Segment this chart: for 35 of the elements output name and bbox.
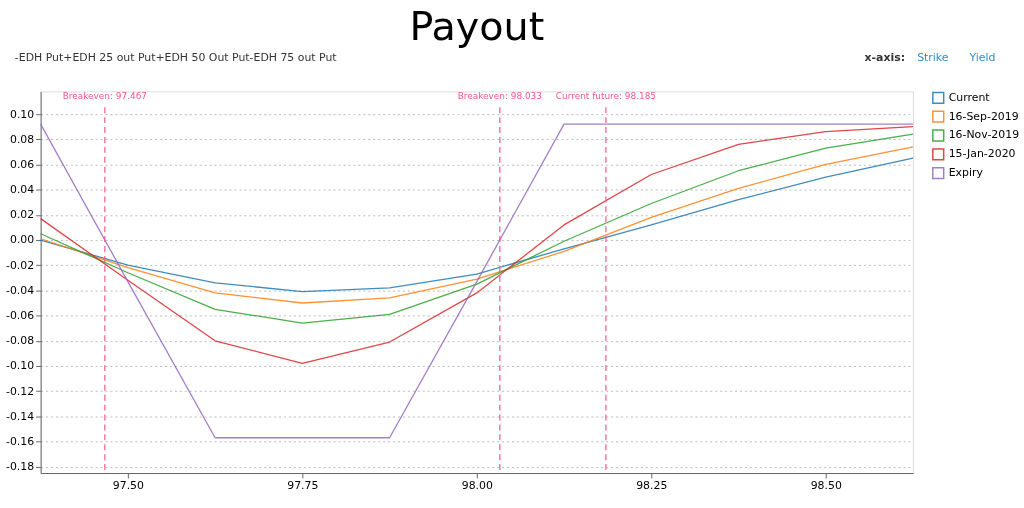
y-tick-label: 0.04 — [9, 183, 35, 197]
ref-line-label: Breakeven: 97.467 — [62, 91, 147, 102]
text: -EDH Put+EDH 25 out Put+EDH 50 Out Put-EDH 75 out Put — [14, 50, 338, 64]
legend-label: 16-Nov-2019 — [948, 128, 1020, 142]
y-tick-label: -0.16 — [6, 435, 35, 449]
y-tick-label: -0.06 — [6, 309, 35, 323]
legend-label: Expiry — [948, 166, 984, 180]
text: Yield — [968, 50, 996, 64]
x-tick-label: 98.00 — [461, 479, 493, 493]
legend-label: 16-Sep-2019 — [948, 109, 1019, 123]
legend-label: Current — [948, 90, 991, 104]
line-series — [39, 126, 914, 365]
y-tick-label: 0.02 — [9, 208, 35, 222]
x-tick-label: 98.50 — [810, 479, 842, 493]
y-tick-label: 0.00 — [9, 233, 35, 247]
y-tick-label: -0.18 — [6, 460, 35, 474]
line-series — [39, 133, 914, 324]
text: x-axis: — [864, 50, 906, 64]
y-tick-label: 0.08 — [9, 132, 35, 146]
y-tick-label: -0.04 — [6, 283, 35, 297]
y-tick-label: 0.10 — [9, 107, 35, 121]
x-tick-label: 97.75 — [287, 479, 319, 493]
y-tick-label: -0.14 — [6, 409, 35, 423]
chart-title: Payout — [409, 2, 545, 49]
y-tick-label: -0.02 — [6, 258, 35, 272]
ref-line-label: Breakeven: 98.033 — [457, 91, 542, 102]
y-tick-label: -0.10 — [6, 359, 35, 373]
y-tick-label: -0.08 — [6, 334, 35, 348]
y-tick-label: -0.12 — [6, 384, 35, 398]
ref-line-label: Current future: 98.185 — [555, 91, 656, 102]
x-tick-label: 98.25 — [636, 479, 668, 493]
y-tick-label: 0.06 — [9, 157, 35, 171]
x-tick-label: 97.50 — [112, 479, 145, 493]
text: Strike — [917, 50, 949, 64]
legend-label: 15-Jan-2020 — [948, 147, 1016, 161]
